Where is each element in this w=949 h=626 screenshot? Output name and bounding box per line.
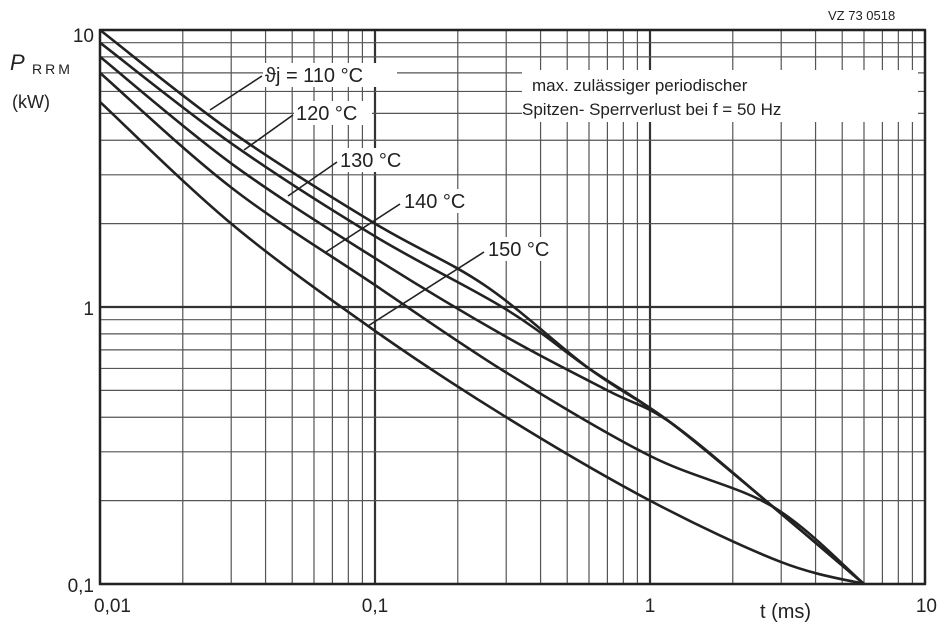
series-line-3 — [99, 55, 865, 585]
series-curves — [99, 28, 865, 586]
plot-frame — [98, 28, 927, 586]
y-axis-subscript: RRM — [32, 61, 73, 77]
note-line1: max. zulässiger periodischer — [532, 76, 748, 95]
series-label-background-5 — [486, 237, 549, 261]
y-axis-title: P — [10, 50, 25, 75]
series-leader-line-1 — [209, 75, 263, 111]
series-label-background-2 — [294, 101, 372, 125]
series-leader-line-5 — [367, 251, 485, 327]
y-tick-label: 0,1 — [68, 576, 94, 597]
x-tick-label: 10 — [916, 596, 937, 617]
series-label-2: 120 °C — [296, 103, 357, 125]
note-background — [522, 70, 918, 122]
doc-id: VZ 73 0518 — [828, 8, 895, 23]
series-line-4 — [99, 71, 865, 585]
series-label-background-3 — [338, 148, 397, 172]
series-line-5 — [99, 100, 865, 586]
y-tick-label: 1 — [83, 299, 94, 320]
series-label-5: 150 °C — [488, 239, 549, 261]
x-tick-label: 1 — [645, 596, 656, 617]
x-axis-label: t (ms) — [760, 601, 811, 623]
x-tick-label: 0,01 — [94, 596, 131, 617]
series-label-background-1 — [263, 63, 397, 87]
series-line-2 — [99, 41, 865, 585]
series-leader-line-2 — [243, 114, 294, 151]
x-tick-label: 0,1 — [362, 596, 388, 617]
series-label-background-4 — [402, 189, 472, 213]
series-leader-line-3 — [287, 161, 338, 197]
series-label-3: 130 °C — [340, 150, 401, 172]
y-tick-label: 10 — [73, 26, 94, 47]
series-label-4: 140 °C — [404, 191, 465, 213]
series-label-1: ϑj = 110 °C — [265, 65, 363, 87]
series-leader-line-4 — [325, 203, 401, 253]
note-line2: Spitzen- Sperrverlust bei f = 50 Hz — [522, 100, 781, 119]
y-axis-unit: (kW) — [12, 92, 50, 112]
